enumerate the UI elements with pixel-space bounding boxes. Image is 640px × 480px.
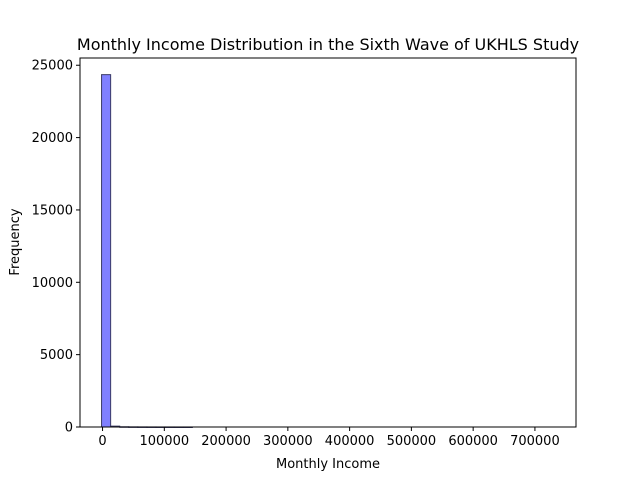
y-tick-label: 0: [65, 421, 73, 436]
y-tick-label: 10000: [32, 276, 73, 291]
x-tick-label: 700000: [510, 434, 560, 449]
x-axis-label: Monthly Income: [276, 457, 380, 472]
x-tick-label: 500000: [387, 434, 437, 449]
x-tick-label: 300000: [263, 434, 313, 449]
y-axis-label: Frequency: [8, 208, 23, 275]
y-tick-label: 20000: [32, 131, 73, 146]
bars-group: [101, 74, 193, 428]
x-axis-ticks: 0 100000 200000 300000 400000 500000 600000 700…: [98, 427, 560, 449]
y-tick-label: 25000: [32, 59, 73, 74]
histogram-bar: [101, 74, 112, 428]
y-tick-label: 5000: [40, 348, 73, 363]
y-axis-ticks: 0 5000 10000 15000 20000 25000: [32, 59, 80, 436]
x-tick-label: 400000: [325, 434, 375, 449]
y-tick-label: 15000: [32, 203, 73, 218]
x-tick-label: 100000: [139, 434, 189, 449]
plot-frame: [79, 57, 577, 428]
x-tick-label: 0: [98, 434, 106, 449]
chart-title: Monthly Income Distribution in the Sixth…: [77, 35, 579, 54]
x-tick-label: 600000: [448, 434, 498, 449]
x-tick-label: 200000: [201, 434, 251, 449]
